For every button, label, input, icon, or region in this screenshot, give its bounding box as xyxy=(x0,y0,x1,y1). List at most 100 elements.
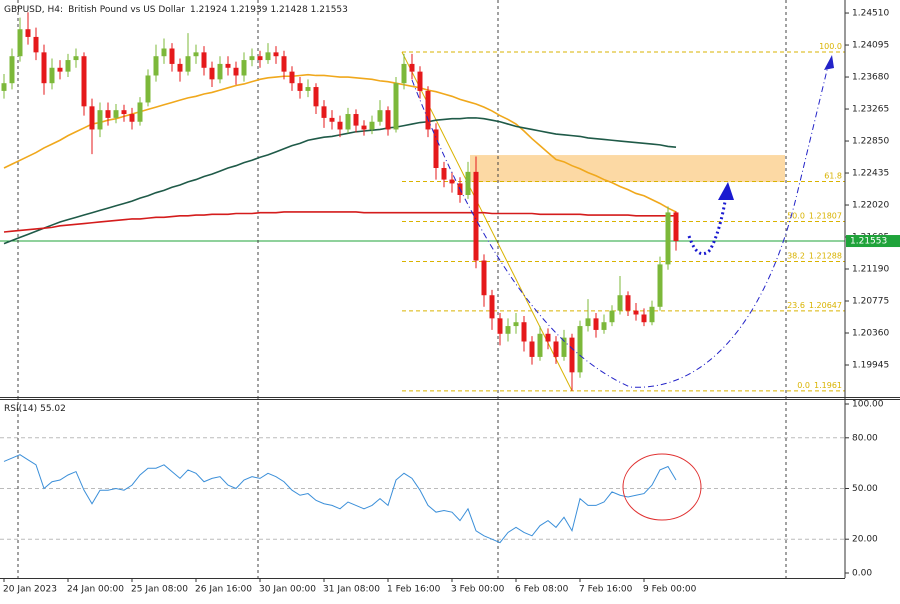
candle-body xyxy=(666,212,671,264)
description: British Pound vs US Dollar xyxy=(68,5,185,15)
fib-price: 1.20647 xyxy=(809,300,842,309)
indicator-header: RSI(14)55.02 xyxy=(4,404,66,414)
symbol: GBPUSD, H4: xyxy=(4,5,63,15)
candle-body xyxy=(298,83,303,91)
y-tick-label: 1.19945 xyxy=(852,361,889,371)
candle-body xyxy=(170,48,175,63)
x-tick-label: 9 Feb 00:00 xyxy=(643,585,697,595)
candle-body xyxy=(250,56,255,60)
candle-body xyxy=(146,75,151,102)
candle-body xyxy=(402,64,407,83)
candle-body xyxy=(290,72,295,84)
x-tick-label: 6 Feb 08:00 xyxy=(515,585,569,595)
y-tick-label: 1.22020 xyxy=(852,201,889,211)
y-tick-label: 80.00 xyxy=(852,433,878,443)
candle-body xyxy=(378,110,383,122)
fib-level-label: 38.2 xyxy=(787,251,805,260)
candle-body xyxy=(514,322,519,326)
candle-body xyxy=(594,318,599,330)
y-tick-label: 0.00 xyxy=(852,569,872,579)
candle-body xyxy=(434,129,439,168)
candle-body xyxy=(410,64,415,72)
chart-header: GBPUSD, H4: British Pound vs US Dollar 1.2… xyxy=(4,5,348,15)
open-value: 1.21924 xyxy=(190,5,227,15)
fib-label: 100.0 xyxy=(819,42,842,51)
candle-body xyxy=(242,60,247,75)
fib-price: 1.21288 xyxy=(809,251,842,260)
candle-body xyxy=(66,60,71,72)
last-price-label: 1.21553 xyxy=(850,237,887,247)
candle-body xyxy=(650,307,655,322)
candle-body xyxy=(482,261,487,296)
candle-body xyxy=(122,110,127,114)
candle-body xyxy=(58,68,63,72)
candle-body xyxy=(674,212,679,241)
candle-body xyxy=(522,322,527,341)
x-tick-label: 20 Jan 2023 xyxy=(3,585,57,595)
candle-body xyxy=(282,56,287,71)
candle-body xyxy=(258,56,263,60)
candle-body xyxy=(450,180,455,184)
candle-body xyxy=(354,114,359,126)
candle-body xyxy=(42,52,47,83)
candle-body xyxy=(346,114,351,129)
x-tick-label: 25 Jan 08:00 xyxy=(131,585,188,595)
candle-body xyxy=(218,64,223,79)
fib-label: 38.2 1.21288 xyxy=(787,251,842,260)
candle-body xyxy=(394,83,399,129)
candle-body xyxy=(530,341,535,356)
x-tick-label: 1 Feb 16:00 xyxy=(387,585,441,595)
candle-body xyxy=(426,91,431,130)
candle-body xyxy=(194,52,199,56)
y-tick-label: 1.21190 xyxy=(852,265,889,275)
candle-body xyxy=(490,295,495,318)
fib-level-label: 0.0 xyxy=(797,380,810,389)
candle-body xyxy=(154,56,159,75)
candle-body xyxy=(370,122,375,130)
candle-body xyxy=(274,52,279,56)
candle-body xyxy=(418,72,423,91)
y-tick-label: 1.23265 xyxy=(852,105,889,115)
candle-body xyxy=(386,110,391,129)
candle-body xyxy=(538,334,543,357)
candle-body xyxy=(330,118,335,122)
y-tick-label: 1.24095 xyxy=(852,41,889,51)
x-tick-label: 31 Jan 08:00 xyxy=(323,585,380,595)
candle-body xyxy=(586,318,591,326)
high-value: 1.21939 xyxy=(230,5,267,15)
candle-body xyxy=(186,56,191,71)
fib-price: 1.1961 xyxy=(814,380,842,389)
candle-body xyxy=(210,68,215,80)
candle-body xyxy=(26,29,31,37)
candle-body xyxy=(82,56,87,106)
y-tick-label: 50.00 xyxy=(852,484,878,494)
candle-body xyxy=(658,264,663,306)
candle-body xyxy=(18,29,23,56)
fib-label: 61.8 xyxy=(824,171,842,180)
y-tick-label: 20.00 xyxy=(852,535,878,545)
candle-body xyxy=(178,64,183,72)
supply-zone xyxy=(470,155,785,182)
candle-body xyxy=(546,334,551,342)
x-tick-label: 3 Feb 00:00 xyxy=(451,585,505,595)
candle-body xyxy=(234,68,239,76)
candle-body xyxy=(602,322,607,330)
candle-body xyxy=(106,110,111,118)
close-value: 1.21553 xyxy=(311,5,348,15)
candle-body xyxy=(578,326,583,372)
candle-body xyxy=(138,102,143,121)
candle-body xyxy=(466,172,471,195)
y-tick-label: 1.24510 xyxy=(852,9,889,19)
fib-label: 0.0 1.1961 xyxy=(797,380,842,389)
fib-level-label: 50.0 xyxy=(787,211,805,220)
x-tick-label: 24 Jan 00:00 xyxy=(67,585,124,595)
fib-level-label: 61.8 xyxy=(824,171,842,180)
fib-level-label: 100.0 xyxy=(819,42,842,51)
candle-body xyxy=(314,87,319,106)
candle-body xyxy=(10,56,15,83)
